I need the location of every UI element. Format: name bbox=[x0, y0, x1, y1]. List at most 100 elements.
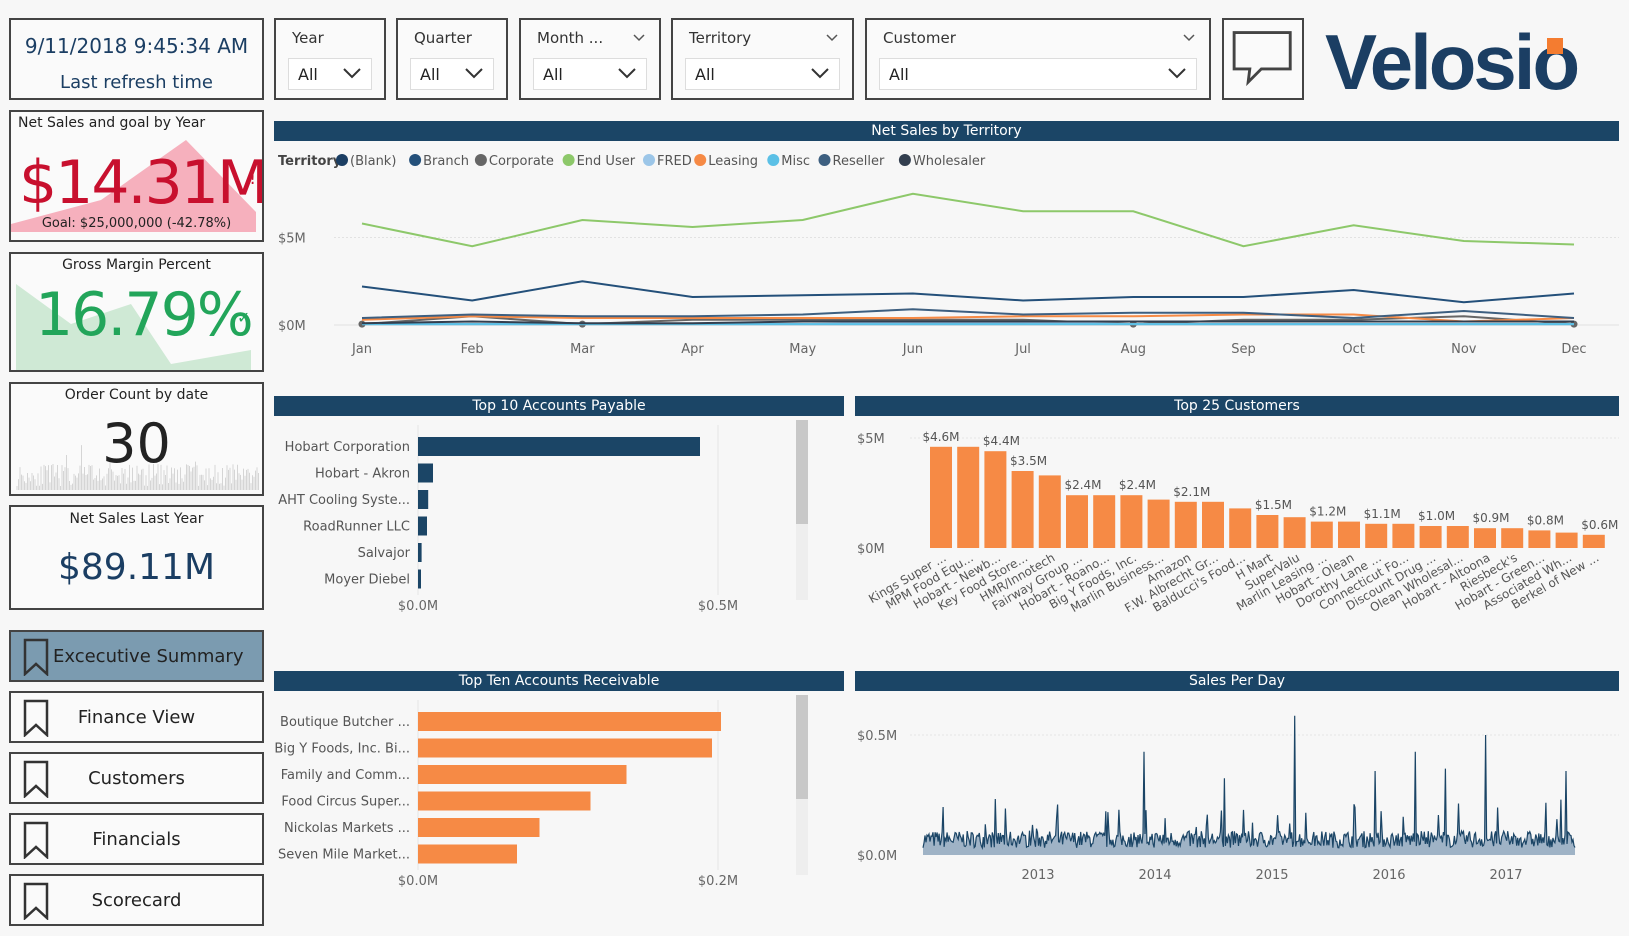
series-line bbox=[361, 192, 1575, 248]
refresh-time: 9/11/2018 9:45:34 AM bbox=[24, 34, 249, 58]
bar bbox=[418, 738, 712, 758]
refresh-card: 9/11/2018 9:45:34 AM Last refresh time bbox=[9, 18, 264, 100]
nav-executive-summary[interactable]: Excecutive Summary bbox=[9, 630, 264, 682]
net-sales-territory-header: Net Sales by Territory bbox=[274, 121, 1619, 141]
chevron-down-icon[interactable] bbox=[343, 67, 361, 79]
category-label: Big Y Foods, Inc. Bi... bbox=[274, 742, 410, 757]
month-dropdown[interactable]: All bbox=[533, 58, 647, 90]
chevron-down-icon[interactable] bbox=[465, 67, 483, 79]
legend-marker bbox=[898, 154, 911, 166]
month-value: All bbox=[543, 65, 563, 84]
chevron-down-icon[interactable] bbox=[633, 34, 645, 42]
quarter-slicer-label: Quarter bbox=[414, 29, 472, 47]
bar bbox=[1256, 515, 1279, 548]
net-sales-ly-title: Net Sales Last Year bbox=[69, 511, 204, 527]
legend-title: Territory bbox=[278, 154, 342, 169]
customer-slicer[interactable]: Customer All bbox=[865, 18, 1211, 100]
x-tick-label: Jun bbox=[902, 342, 923, 357]
accounts-payable-chart[interactable]: Hobart Corporation Hobart - Akron AHT Cool… bbox=[274, 420, 844, 640]
sales-line bbox=[922, 715, 1576, 850]
x-tick-label: Jan bbox=[351, 342, 372, 357]
sales-per-day-chart[interactable]: $0.5M $0.0M 2013 2014 2015 2016 2017 bbox=[855, 695, 1619, 915]
legend-entry: Leasing bbox=[708, 154, 758, 169]
quarter-dropdown[interactable]: All bbox=[410, 58, 494, 90]
scrollbar-thumb[interactable] bbox=[796, 695, 808, 799]
net-sales-territory-chart[interactable]: $5M $0M Jan Feb Mar Apr May Jun Jul Aug Sep Oct Nov D… bbox=[274, 145, 1619, 375]
data-label: $4.4M bbox=[983, 434, 1020, 448]
territory-value: All bbox=[695, 65, 715, 84]
nav-customers[interactable]: Customers bbox=[9, 752, 264, 804]
bookmark-icon bbox=[23, 821, 49, 859]
legend-entry: Wholesaler bbox=[913, 154, 986, 169]
x-tick-label: $0.5M bbox=[698, 599, 738, 614]
sales-per-day-header: Sales Per Day bbox=[855, 671, 1619, 691]
x-tick-label: Aug bbox=[1121, 342, 1146, 357]
nav-label: Customers bbox=[88, 768, 185, 789]
goal-area-sparkline bbox=[11, 140, 256, 232]
customer-dropdown[interactable]: All bbox=[879, 58, 1197, 90]
nav-scorecard[interactable]: Scorecard bbox=[9, 874, 264, 926]
bar bbox=[1066, 495, 1088, 548]
scrollbar-thumb[interactable] bbox=[796, 420, 808, 524]
accounts-receivable-header: Top Ten Accounts Receivable bbox=[274, 671, 844, 691]
bar bbox=[1283, 517, 1306, 548]
y-tick-label: $5M bbox=[857, 432, 885, 447]
accounts-payable-header: Top 10 Accounts Payable bbox=[274, 396, 844, 416]
data-label: $2.1M bbox=[1173, 485, 1210, 499]
bar bbox=[418, 543, 422, 562]
x-tick-label: Jul bbox=[1014, 342, 1031, 357]
chevron-down-icon[interactable] bbox=[1183, 34, 1195, 42]
chevron-down-icon[interactable] bbox=[618, 67, 636, 79]
series-line bbox=[361, 308, 1575, 320]
bar bbox=[418, 791, 591, 811]
chevron-down-icon[interactable] bbox=[811, 67, 829, 79]
customer-slicer-label: Customer bbox=[883, 29, 956, 47]
quarter-value: All bbox=[420, 65, 440, 84]
legend-entry: Reseller bbox=[833, 154, 885, 169]
bar bbox=[1202, 501, 1224, 548]
gross-margin-kpi-card: Gross Margin Percent 16.79% ✓ bbox=[9, 252, 264, 372]
y-tick-label: $0M bbox=[278, 319, 306, 334]
legend-marker bbox=[336, 154, 348, 166]
accounts-receivable-chart[interactable]: Boutique Butcher ... Big Y Foods, Inc. Bi… bbox=[274, 695, 844, 915]
x-tick-label: 2017 bbox=[1489, 868, 1522, 883]
quarter-slicer[interactable]: Quarter All bbox=[396, 18, 508, 100]
nav-finance-view[interactable]: Finance View bbox=[9, 691, 264, 743]
nav-financials[interactable]: Financials bbox=[9, 813, 264, 865]
net-sales-ly-value: $89.11M bbox=[57, 547, 216, 588]
bar bbox=[1419, 526, 1442, 548]
month-slicer[interactable]: Month ... All bbox=[519, 18, 661, 100]
order-count-title: Order Count by date bbox=[64, 387, 209, 403]
bar bbox=[418, 765, 627, 784]
year-slicer-label: Year bbox=[292, 29, 324, 47]
data-label: $2.4M bbox=[1119, 478, 1156, 492]
year-dropdown[interactable]: All bbox=[288, 58, 372, 90]
year-slicer[interactable]: Year All bbox=[274, 18, 386, 100]
x-tick-label: May bbox=[789, 342, 816, 357]
net-sales-ly-kpi-card: Net Sales Last Year $89.11M bbox=[9, 505, 264, 610]
bar bbox=[930, 446, 952, 548]
bar bbox=[1392, 523, 1415, 548]
bar bbox=[1093, 495, 1116, 548]
category-label: Hobart Corporation bbox=[285, 440, 410, 455]
data-label: $0.8M bbox=[1527, 513, 1564, 527]
brand-name: Velosio bbox=[1325, 18, 1580, 106]
territory-dropdown[interactable]: All bbox=[685, 58, 840, 90]
data-label: $3.5M bbox=[1010, 454, 1047, 468]
legend-entry: Misc bbox=[781, 154, 810, 169]
chevron-down-icon[interactable] bbox=[1168, 67, 1186, 79]
bar bbox=[1555, 532, 1578, 548]
legend-marker bbox=[694, 154, 707, 166]
series-line bbox=[361, 320, 1574, 325]
category-label: RoadRunner LLC bbox=[303, 520, 410, 535]
territory-slicer[interactable]: Territory All bbox=[671, 18, 854, 100]
data-label: $2.4M bbox=[1064, 478, 1101, 492]
data-label: $4.6M bbox=[922, 430, 959, 444]
chevron-down-icon[interactable] bbox=[826, 34, 838, 42]
comment-button[interactable] bbox=[1222, 18, 1304, 100]
bar bbox=[1229, 508, 1252, 548]
bar bbox=[418, 712, 721, 731]
check-icon: ✓ bbox=[237, 308, 251, 327]
bar bbox=[1474, 528, 1496, 548]
